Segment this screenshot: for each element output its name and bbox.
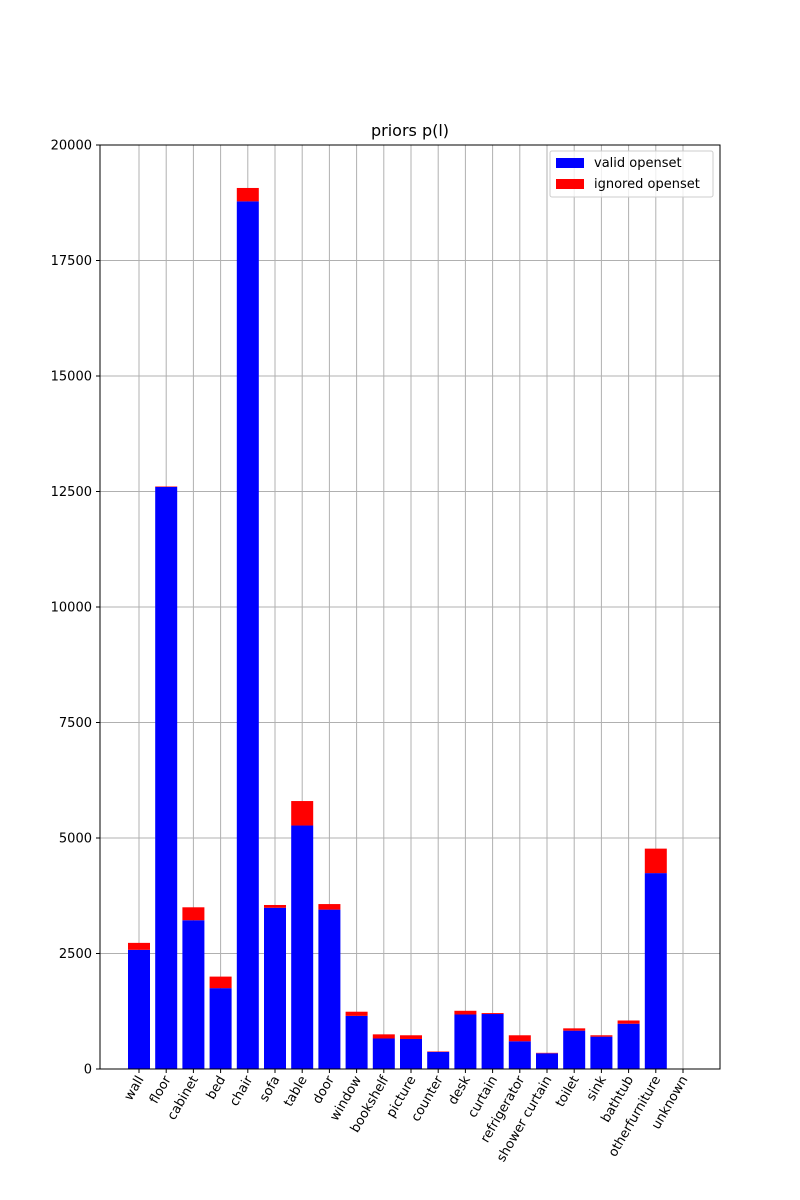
legend-label-valid-openset: valid openset — [594, 156, 682, 171]
bar-toilet-ignored-openset — [563, 1028, 586, 1031]
legend-box — [549, 150, 714, 198]
bars — [128, 187, 667, 1069]
bar-door-valid-openset — [318, 909, 341, 1069]
x-tick-label: sink — [584, 1073, 610, 1104]
bar-curtain-valid-openset — [481, 1014, 504, 1069]
bar-otherfurniture-ignored-openset — [644, 848, 667, 874]
bar-refrigerator-valid-openset — [508, 1041, 531, 1069]
legend-swatch-ignored-openset — [556, 179, 584, 189]
y-tick-label: 12500 — [51, 485, 92, 500]
bar-toilet-valid-openset — [563, 1030, 586, 1069]
y-tick-label: 7500 — [59, 716, 92, 731]
bar-curtain-ignored-openset — [481, 1013, 504, 1015]
bar-window-ignored-openset — [345, 1011, 368, 1016]
bar-door-ignored-openset — [318, 904, 341, 910]
bar-bookshelf-ignored-openset — [372, 1034, 395, 1039]
y-tick-label: 20000 — [51, 139, 92, 154]
x-tick-label: wall — [122, 1074, 148, 1104]
y-tick-label: 17500 — [51, 254, 92, 269]
y-tick-label: 0 — [84, 1063, 92, 1078]
y-tick-label: 15000 — [51, 370, 92, 385]
legend: valid openset ignored openset — [549, 150, 714, 198]
bar-wall-valid-openset — [128, 949, 150, 1069]
x-tick-label: desk — [446, 1073, 475, 1107]
chart-title: priors p(l) — [371, 121, 449, 140]
bar-chair-valid-openset — [236, 201, 259, 1069]
bar-counter-valid-openset — [427, 1051, 450, 1069]
bar-sofa-valid-openset — [264, 907, 286, 1069]
bar-cabinet-valid-openset — [182, 920, 205, 1069]
x-tick-label: door — [310, 1073, 338, 1107]
bar-sink-ignored-openset — [590, 1035, 613, 1037]
x-tick-label: chair — [227, 1073, 256, 1109]
bar-table-ignored-openset — [291, 801, 314, 826]
bar-picture-ignored-openset — [400, 1035, 422, 1039]
bar-table-valid-openset — [291, 825, 314, 1069]
bar-bookshelf-valid-openset — [372, 1038, 395, 1069]
y-tick-label: 5000 — [59, 832, 92, 847]
bar-bed-valid-openset — [209, 988, 232, 1069]
bar-bed-ignored-openset — [209, 976, 232, 989]
legend-swatch-valid-openset — [556, 158, 584, 168]
y-axis: 0 2500 5000 7500 10000 12500 15000 17500 20000 — [51, 139, 100, 1078]
bar-chair-ignored-openset — [236, 187, 259, 202]
bar-cabinet-ignored-openset — [182, 907, 205, 921]
x-tick-label: toilet — [553, 1074, 583, 1110]
y-tick-label: 2500 — [59, 947, 92, 962]
grid-lines — [100, 144, 720, 1070]
bar-bathtub-ignored-openset — [617, 1020, 640, 1024]
legend-label-ignored-openset: ignored openset — [594, 177, 700, 192]
bar-floor-valid-openset — [155, 486, 178, 1069]
bar-shower-curtain-valid-openset — [536, 1053, 558, 1069]
x-tick-label: bed — [204, 1074, 229, 1103]
bar-picture-valid-openset — [400, 1038, 422, 1069]
bar-otherfurniture-valid-openset — [644, 873, 667, 1069]
bar-desk-ignored-openset — [454, 1010, 477, 1015]
x-tick-label: sofa — [257, 1074, 284, 1105]
bar-refrigerator-ignored-openset — [508, 1035, 531, 1042]
bar-sofa-ignored-openset — [264, 904, 286, 908]
x-tick-label: floor — [147, 1073, 175, 1107]
bar-desk-valid-openset — [454, 1014, 477, 1069]
y-tick-label: 10000 — [51, 601, 92, 616]
bar-wall-ignored-openset — [128, 942, 150, 950]
x-tick-label: table — [281, 1074, 310, 1110]
bar-window-valid-openset — [345, 1015, 368, 1069]
bar-bathtub-valid-openset — [617, 1023, 640, 1069]
bar-sink-valid-openset — [590, 1036, 613, 1069]
